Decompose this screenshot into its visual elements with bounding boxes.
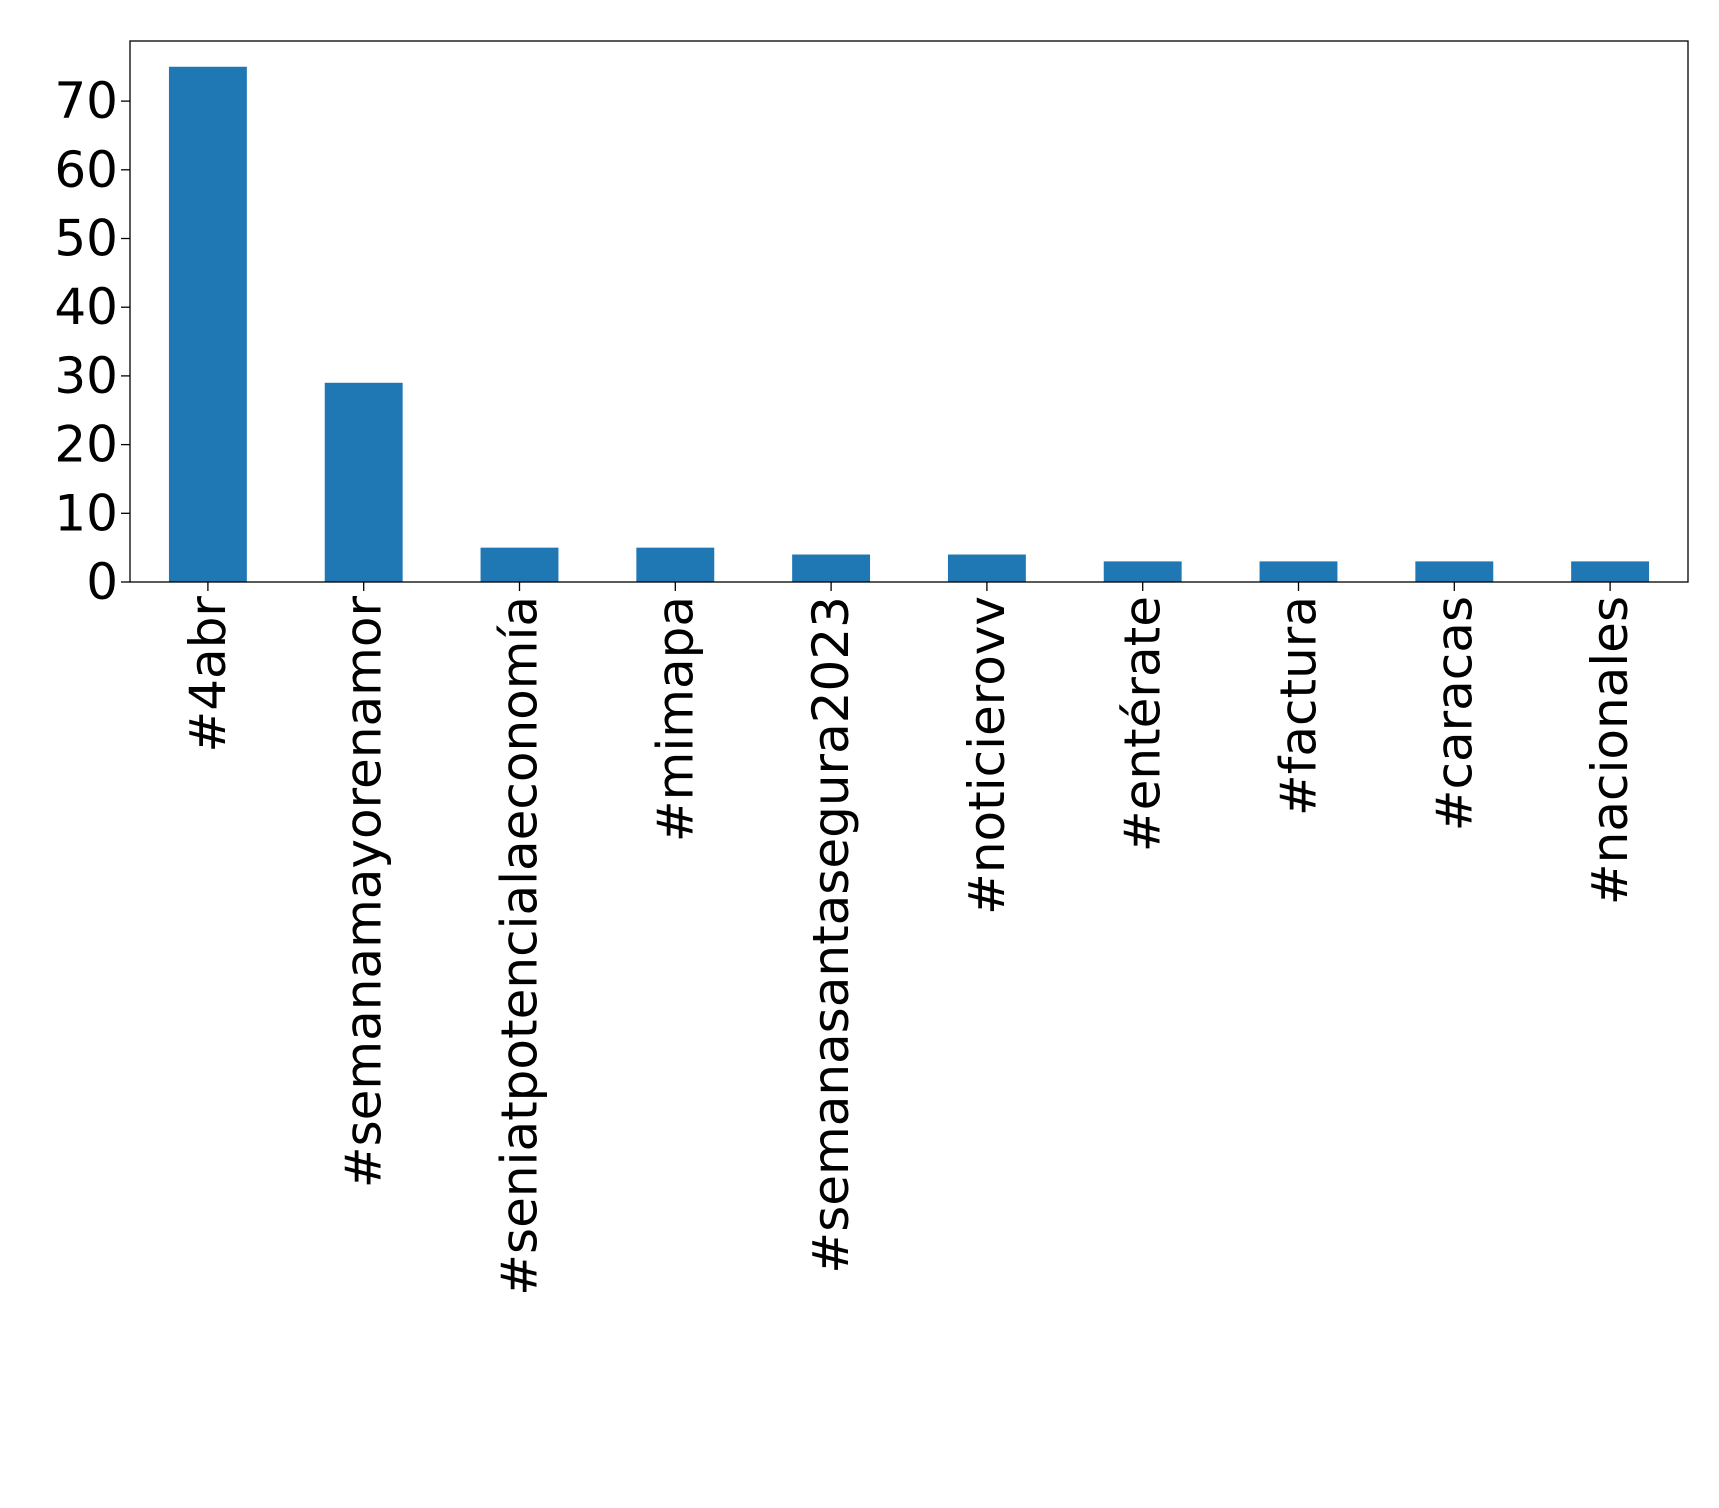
y-tick-label-5: 50: [54, 210, 118, 268]
bar-1: [324, 382, 403, 582]
bar-9: [1571, 561, 1650, 582]
x-tick-label-7: #factura: [1270, 596, 1328, 816]
bar-6: [1103, 561, 1182, 582]
x-tick-label-3: #mimapa: [646, 596, 704, 842]
plot-frame: [129, 40, 1689, 583]
bar-3: [636, 547, 715, 582]
y-tick-label-7: 70: [54, 72, 118, 130]
bar-5: [947, 554, 1026, 582]
bar-8: [1415, 561, 1494, 582]
x-tick-label-4: #semanasantasegura2023: [802, 596, 860, 1274]
bar-4: [792, 554, 871, 582]
x-tick-label-6: #entérate: [1114, 596, 1172, 852]
bar-2: [480, 547, 559, 582]
x-tick-label-8: #caracas: [1425, 596, 1483, 831]
y-axis: 0 10 20 30 40 50 60 70: [54, 72, 130, 611]
y-tick-label-1: 10: [54, 484, 118, 542]
x-tick-label-1: #semanamayorenamor: [335, 596, 393, 1189]
y-tick-label-4: 40: [54, 278, 118, 336]
bar-7: [1259, 561, 1338, 582]
x-tick-label-9: #nacionales: [1581, 596, 1639, 905]
x-tick-label-5: #noticierovv: [958, 596, 1016, 915]
y-tick-label-3: 30: [54, 347, 118, 405]
y-tick-label-2: 20: [54, 416, 118, 474]
y-tick-label-0: 0: [86, 553, 118, 611]
x-tick-label-2: #seniatpotencialaeconomía: [491, 596, 549, 1296]
x-axis: #4abr #semanamayorenamor #seniatpotenciala…: [179, 582, 1639, 1296]
y-tick-label-6: 60: [54, 141, 118, 199]
bars-layer: [168, 66, 1650, 582]
x-tick-label-0: #4abr: [179, 596, 237, 753]
bar-0: [168, 66, 247, 582]
